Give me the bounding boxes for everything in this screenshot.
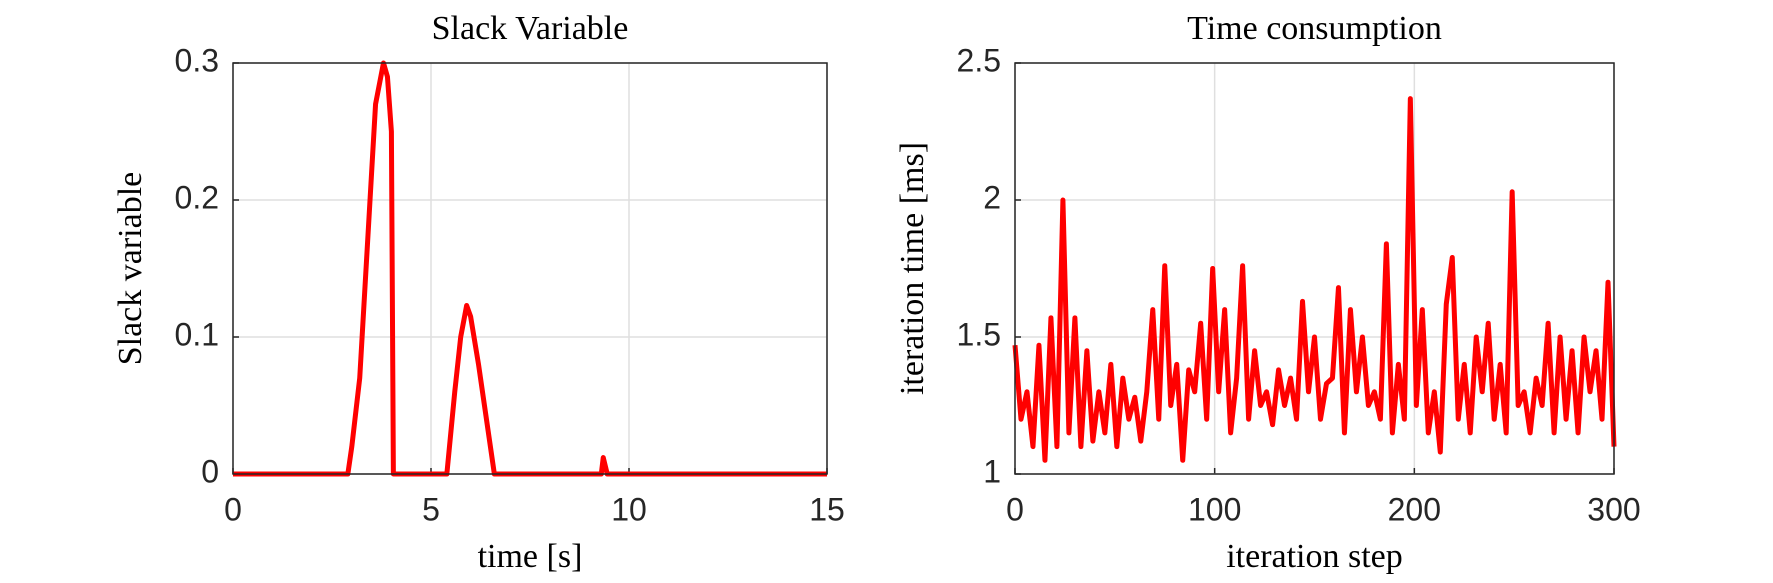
chart-title: Slack Variable <box>432 10 629 47</box>
axes-box <box>232 62 828 475</box>
x-tick-label: 100 <box>1188 491 1241 527</box>
x-tick-label: 0 <box>1006 491 1024 527</box>
y-tick-label: 0.2 <box>175 179 219 215</box>
x-tick-label: 10 <box>611 491 647 527</box>
y-tick-label: 0.3 <box>175 42 219 78</box>
x-tick-label: 300 <box>1587 491 1640 527</box>
axes-box <box>1014 62 1615 475</box>
x-tick-label: 0 <box>224 491 242 527</box>
y-tick-label: 0 <box>201 453 219 489</box>
y-tick-label: 2 <box>983 179 1001 215</box>
x-tick-label: 200 <box>1388 491 1441 527</box>
y-tick-label: 0.1 <box>175 316 219 352</box>
chart-title: Time consumption <box>1187 10 1442 47</box>
y-tick-label: 1.5 <box>957 316 1001 352</box>
plot-area <box>233 63 827 474</box>
x-axis-label: iteration step <box>1226 538 1403 575</box>
y-axis-label: iteration time [ms] <box>894 142 931 395</box>
x-axis-label: time [s] <box>478 538 583 575</box>
x-tick-label: 15 <box>809 491 845 527</box>
x-tick-label: 5 <box>422 491 440 527</box>
y-tick-label: 2.5 <box>957 42 1001 78</box>
y-axis-label: Slack variable <box>112 172 149 366</box>
data-line <box>1012 96 1617 463</box>
y-tick-label: 1 <box>983 453 1001 489</box>
